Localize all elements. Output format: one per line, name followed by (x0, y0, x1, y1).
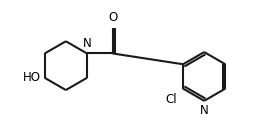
Text: O: O (108, 11, 117, 24)
Text: N: N (83, 37, 91, 50)
Text: Cl: Cl (166, 93, 178, 106)
Text: HO: HO (23, 71, 41, 84)
Text: N: N (200, 104, 209, 117)
